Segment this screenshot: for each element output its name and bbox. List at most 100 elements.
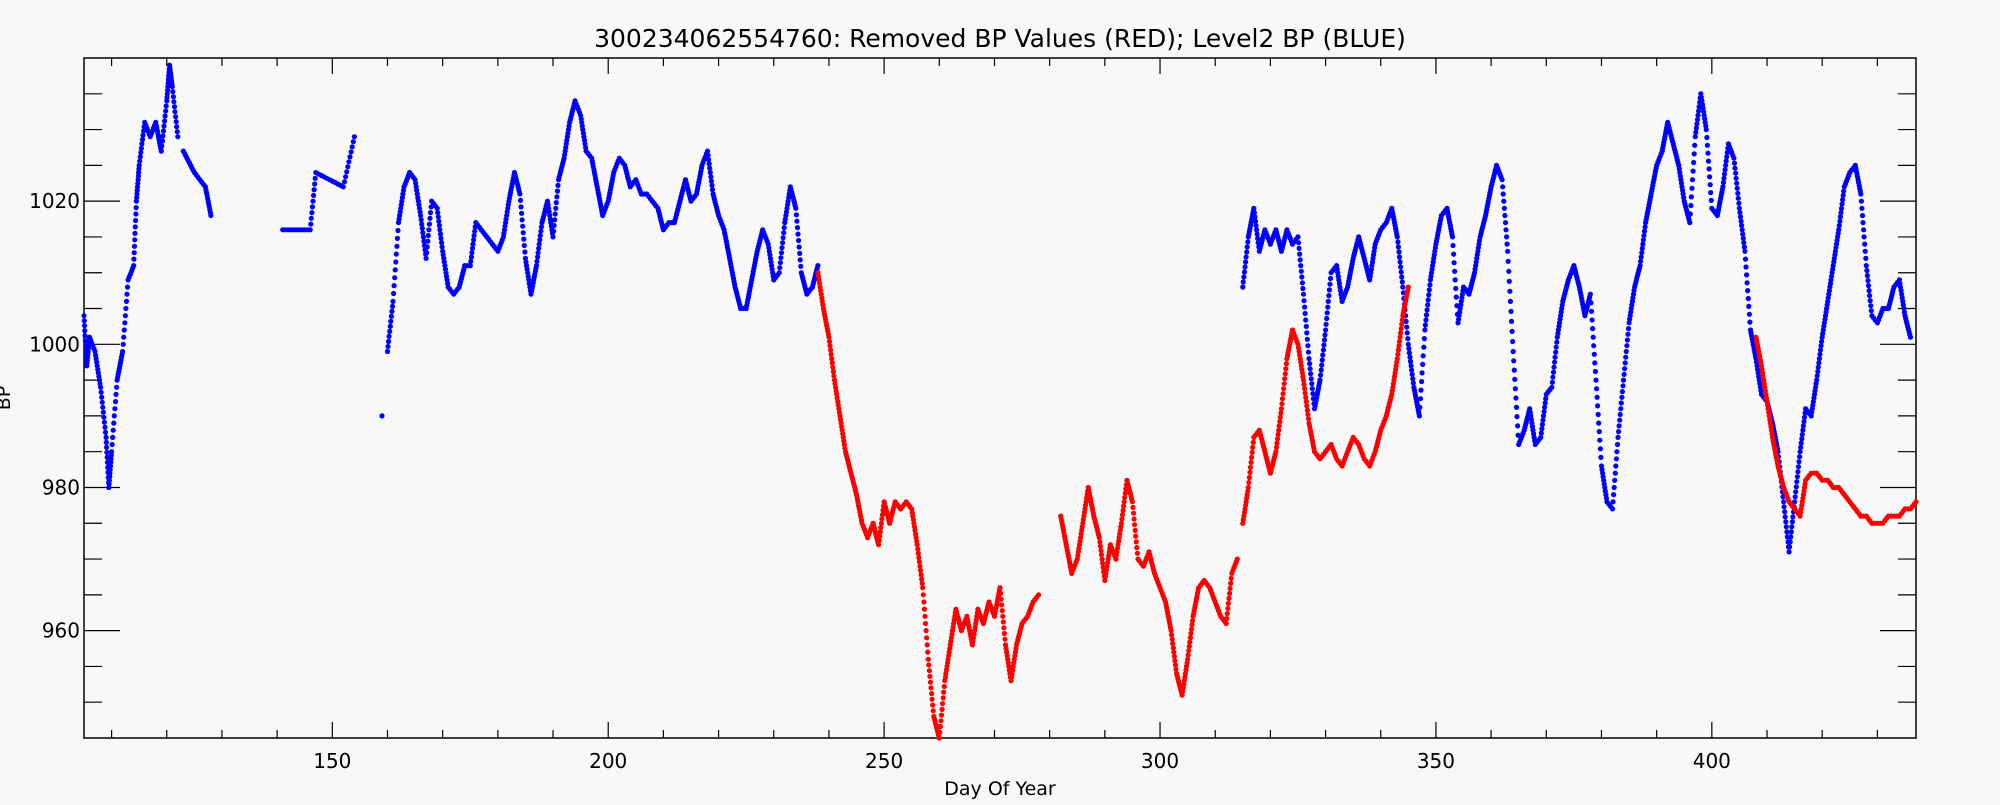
removed-bp-point (1247, 464, 1254, 470)
level2-bp-point (1504, 234, 1510, 240)
level2-bp-point (1690, 168, 1696, 174)
removed-bp-point (916, 559, 923, 565)
level2-bp-point (552, 217, 558, 223)
removed-bp-point (938, 718, 944, 724)
level2-bp-point (709, 182, 715, 188)
removed-bp-point (877, 529, 883, 535)
removed-bp-point (1223, 620, 1229, 627)
level2-bp-point (132, 237, 138, 243)
plot-frame (83, 57, 1917, 739)
level2-bp-point (1395, 239, 1401, 245)
level2-bp-point (1736, 205, 1742, 211)
level2-bp-point (1511, 367, 1517, 373)
level2-bp-point (1542, 404, 1548, 410)
level2-bp-point (469, 250, 475, 256)
removed-bp-point (937, 729, 943, 735)
removed-bp-point (1098, 552, 1105, 558)
level2-bp-point (1242, 264, 1248, 270)
level2-bp-point (781, 230, 787, 236)
level2-bp-point (517, 197, 524, 203)
level2-bp-point (385, 343, 391, 350)
level2-bp-point (1624, 337, 1630, 343)
level2-bp-point (102, 429, 109, 435)
level2-bp-point (1588, 308, 1595, 314)
level2-bp-point (1591, 343, 1597, 349)
removed-bp-point (922, 613, 928, 619)
level2-bp-point (341, 179, 348, 185)
level2-bp-point (1622, 366, 1628, 372)
level2-bp-point (1689, 177, 1696, 183)
level2-bp-point (793, 212, 800, 218)
removed-bp-point (1280, 391, 1286, 397)
level2-bp-point (1309, 386, 1315, 392)
level2-bp-point (1864, 273, 1870, 279)
level2-bp-point (1688, 194, 1694, 200)
removed-bp-point (830, 364, 836, 370)
level2-bp-point (776, 270, 782, 276)
level2-bp-point (391, 283, 397, 289)
level2-bp-point (1397, 259, 1403, 265)
level2-bp-point (1722, 167, 1728, 173)
level2-bp-point (1549, 384, 1555, 390)
axis-ticks: 150 200 250 300 350 400 960 980 1000 1020 (29, 58, 1916, 773)
level2-bp-point (347, 154, 353, 160)
removed-bp-point (917, 567, 924, 574)
level2-bp-point (1615, 434, 1621, 440)
level2-bp-point (1620, 377, 1627, 383)
level2-bp-point (1868, 303, 1874, 309)
removed-bp-point (999, 602, 1005, 608)
level2-bp-point (436, 218, 442, 224)
removed-bp-point (1170, 640, 1176, 647)
level2-bp-point (704, 148, 711, 154)
level2-bp-point (1693, 125, 1699, 131)
level2-bp-point (1639, 250, 1645, 256)
level2-bp-point (101, 414, 107, 420)
level2-bp-point (109, 449, 115, 455)
level2-bp-point (1449, 234, 1456, 240)
removed-bp-point (1097, 543, 1103, 549)
level2-bp-point (1327, 275, 1334, 282)
level2-bp-point (1691, 159, 1697, 166)
removed-bp-point (1133, 539, 1139, 545)
level2-bp-point (1590, 334, 1596, 340)
level2-bp-point (1708, 197, 1714, 203)
removed-bp-point (924, 642, 930, 648)
level2-bp-point (1740, 235, 1746, 241)
level2-bp-point (160, 133, 166, 139)
level2-bp-point (517, 191, 523, 197)
level2-bp-point (1741, 240, 1747, 246)
level2-bp-point (815, 263, 821, 269)
level2-bp-point (1419, 378, 1425, 385)
y-tick-label: 1000 (29, 332, 80, 356)
level2-bp-point (110, 434, 116, 440)
level2-bp-point (1617, 411, 1623, 418)
level2-bp-point (1540, 413, 1547, 419)
level2-bp-point (469, 245, 476, 251)
removed-bp-point (1187, 639, 1193, 645)
removed-bp-point (1277, 419, 1283, 425)
level2-bp-point (1597, 446, 1603, 452)
removed-bp-point (915, 550, 921, 556)
level2-bp-point (1624, 343, 1630, 349)
removed-bp-point (1397, 334, 1403, 340)
removed-bp-point (1169, 632, 1175, 638)
removed-bp-point (999, 608, 1005, 614)
level2-bp-point (1788, 534, 1794, 540)
level2-bp-point (418, 217, 424, 223)
removed-bp-point (1225, 605, 1231, 612)
removed-bp-point (1225, 600, 1231, 607)
level2-bp-point (1866, 288, 1872, 294)
level2-bp-point (1783, 524, 1789, 530)
level2-bp-point (519, 210, 525, 216)
removed-bp-point (1186, 648, 1192, 654)
removed-bp-point (1188, 626, 1195, 632)
level2-bp-point (1799, 431, 1805, 438)
level2-bp-point (162, 118, 168, 124)
level2-bp-point (1865, 283, 1872, 289)
level2-bp-point (171, 99, 177, 105)
level2-bp-point (1501, 205, 1507, 211)
level2-bp-point (1818, 343, 1824, 349)
level2-bp-point (1801, 414, 1808, 420)
level2-bp-point (1303, 323, 1309, 329)
level2-bp-point (1840, 197, 1846, 203)
